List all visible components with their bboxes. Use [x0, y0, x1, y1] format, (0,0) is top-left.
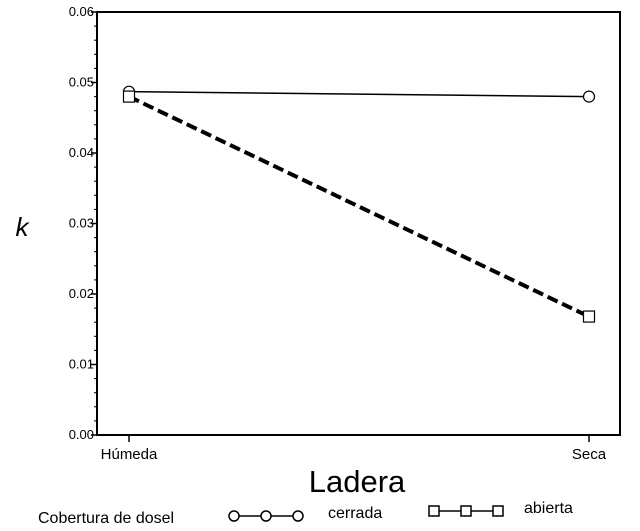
y-tick-label: 0.01: [69, 357, 94, 372]
y-tick-label: 0.06: [69, 4, 94, 19]
series-line-cerrada: [128, 90, 590, 98]
legend-swatch-marker: [460, 505, 472, 517]
series-line-abierta: [128, 94, 590, 319]
legend-items: cerrada abierta: [228, 500, 573, 522]
legend-swatch-marker: [260, 510, 272, 522]
x-tick-label: Húmeda: [101, 446, 158, 463]
y-tick-label: 0.05: [69, 75, 94, 90]
y-axis-label: k: [16, 212, 31, 242]
y-tick-label: 0.02: [69, 286, 94, 301]
y-tick-label: 0.00: [69, 427, 94, 442]
plot-frame: [96, 11, 621, 436]
data-point-abierta: [582, 310, 596, 323]
x-axis-label: Ladera: [309, 464, 406, 499]
legend-label: cerrada: [328, 505, 382, 522]
x-axis-ticks: Húmeda Seca: [101, 435, 607, 463]
legend-swatch-marker: [492, 505, 504, 517]
data-point-abierta: [122, 90, 136, 103]
legend-swatch-marker: [292, 510, 304, 522]
y-tick-label: 0.03: [69, 216, 94, 231]
series-layer: [122, 85, 596, 323]
y-axis-ticks: 0.00 0.01 0.02 0.03 0.04 0.05 0.06: [69, 4, 97, 442]
legend-label: abierta: [524, 500, 573, 517]
data-point-cerrada: [582, 90, 596, 103]
legend-title: Cobertura de dosel: [38, 510, 174, 527]
y-tick-label: 0.04: [69, 145, 94, 160]
legend-swatch-marker: [228, 510, 240, 522]
x-tick-label: Seca: [572, 446, 607, 463]
legend-item-cerrada: cerrada: [228, 505, 382, 522]
legend: Cobertura de dosel cerrada abierta: [38, 500, 573, 527]
legend-item-abierta: abierta: [428, 500, 573, 517]
legend-swatch-marker: [428, 505, 440, 517]
